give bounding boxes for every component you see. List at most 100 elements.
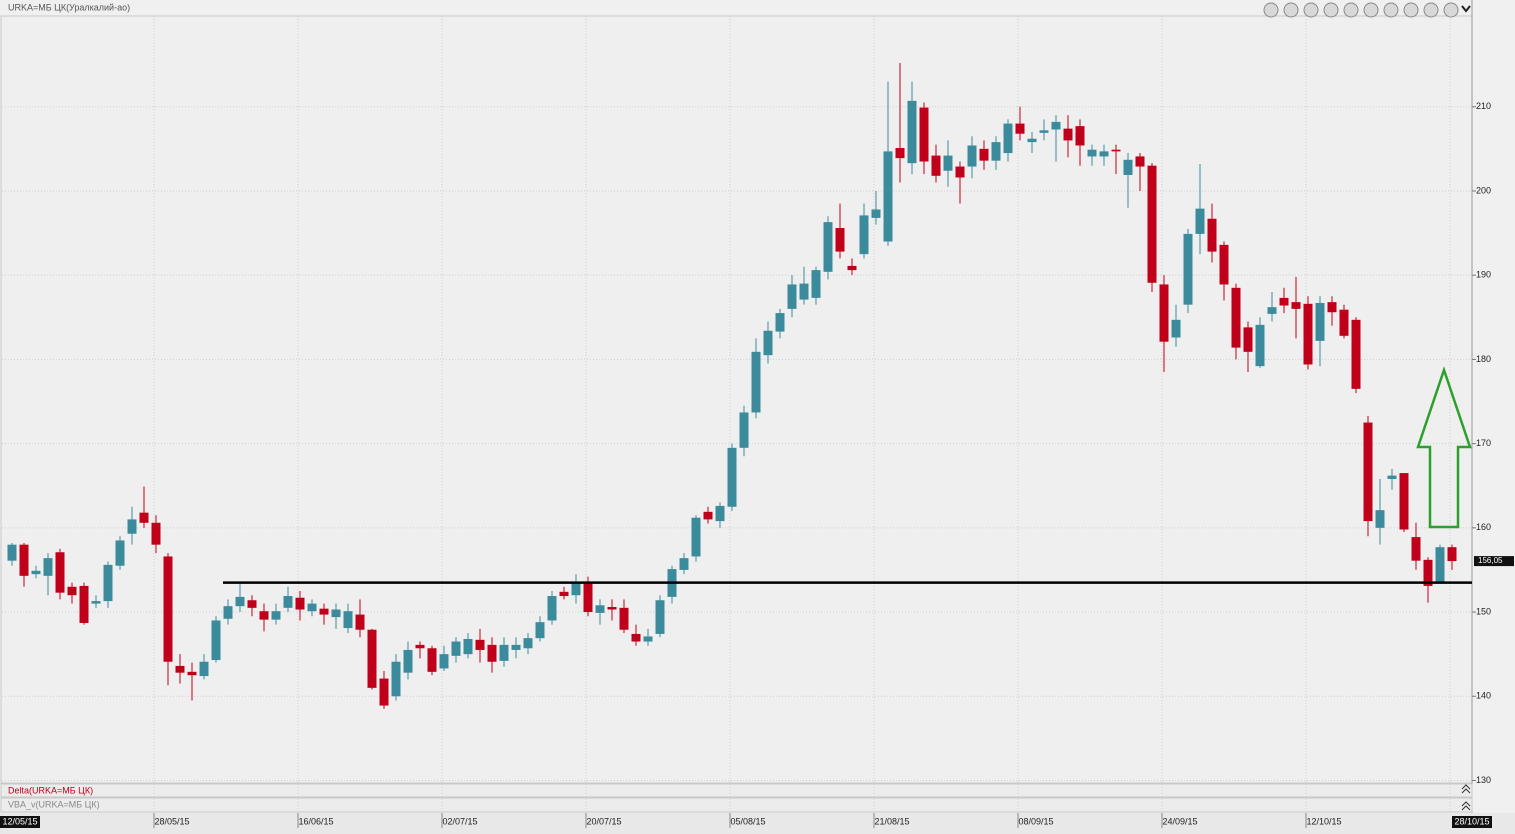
y-tick-label: 150 [1476, 606, 1491, 616]
candle-body [823, 222, 833, 272]
x-axis-bar [0, 813, 1515, 834]
candle-body [535, 622, 545, 639]
candle-body [1375, 510, 1385, 528]
candle-body [439, 654, 449, 669]
candle-body [775, 313, 785, 332]
y-tick-label: 170 [1476, 438, 1491, 448]
panel-toggle[interactable] [1461, 801, 1471, 811]
candle-body [415, 644, 425, 649]
candle-body [1219, 244, 1229, 285]
x-tick-label: 08/09/15 [1018, 816, 1053, 826]
y-tick-label: 200 [1476, 185, 1491, 195]
candle-body [919, 107, 929, 162]
candle-body [1303, 303, 1313, 365]
candle-body [787, 284, 797, 309]
toolbar-button[interactable] [1363, 2, 1379, 18]
toolbar-button[interactable] [1423, 2, 1439, 18]
candle-body [1267, 307, 1277, 314]
candle-body [703, 511, 713, 520]
candle-body [331, 609, 341, 618]
toolbar-button[interactable] [1383, 2, 1399, 18]
candle-body [31, 570, 41, 575]
candle-body [715, 505, 725, 522]
panel-label: Delta(URKA=МБ ЦК) [8, 785, 93, 795]
candle-body [847, 265, 857, 271]
x-tick-label: 20/07/15 [586, 816, 621, 826]
candle-body [1075, 126, 1085, 146]
candle-body [307, 603, 317, 612]
candle-body [907, 100, 917, 164]
candle-body [1039, 130, 1049, 133]
candle-body [379, 678, 389, 706]
candle-body [943, 155, 953, 171]
candle-body [727, 447, 737, 507]
candle-body [511, 644, 521, 650]
candle-body [631, 633, 641, 642]
candle-body [211, 620, 221, 661]
arrow-annotation [1416, 366, 1472, 529]
candle-body [295, 597, 305, 610]
candle-body [1315, 302, 1325, 341]
panel [0, 783, 1473, 798]
x-tick-label: 24/09/15 [1162, 816, 1197, 826]
x-tick-label: 12/05/15 [2, 816, 37, 826]
candle-body [691, 517, 701, 557]
candle-body [343, 611, 353, 629]
toolbar-button[interactable] [1323, 2, 1339, 18]
candle-body [1423, 559, 1433, 586]
candle-body [571, 582, 581, 596]
x-tick-label: 28/10/15 [1454, 816, 1489, 826]
candle-body [811, 270, 821, 298]
candle-body [187, 671, 197, 676]
candle-body [127, 519, 137, 534]
y-tick-label: 180 [1476, 354, 1491, 364]
candle-body [403, 649, 413, 673]
toolbar-button[interactable] [1403, 2, 1419, 18]
toolbar-button[interactable] [1303, 2, 1319, 18]
candle-body [1003, 123, 1013, 154]
candle-body [547, 596, 557, 621]
candle-body [163, 556, 173, 662]
x-label-box [0, 816, 40, 828]
candle-body [1399, 473, 1409, 530]
candle-body [751, 351, 761, 413]
candle-body [931, 155, 941, 176]
x-tick-label: 12/10/15 [1306, 816, 1341, 826]
toolbar-button[interactable] [1443, 2, 1459, 18]
x-tick-label: 21/08/15 [874, 816, 909, 826]
candle-body [43, 558, 53, 576]
candle-body [391, 661, 401, 697]
candle-body [1147, 165, 1157, 283]
candle-body [619, 607, 629, 630]
candle-body [799, 283, 809, 300]
candle-body [1231, 287, 1241, 348]
candle-body [247, 600, 257, 608]
candle-body [151, 522, 161, 545]
toolbar-menu[interactable] [1461, 5, 1471, 13]
candle-body [1279, 297, 1289, 306]
candle-body [55, 552, 65, 593]
price-tag-label: 156,05 [1478, 556, 1503, 565]
candle-body [523, 638, 533, 649]
candle-body [1339, 309, 1349, 336]
candle-body [1207, 218, 1217, 252]
panel-toggle[interactable] [1461, 784, 1471, 794]
candle-body [79, 585, 89, 623]
candle-body [499, 644, 509, 661]
candle-body [1351, 319, 1361, 389]
candle-body [1183, 233, 1193, 305]
candle-body [487, 644, 497, 662]
toolbar-button[interactable] [1283, 2, 1299, 18]
candle-body [895, 148, 905, 159]
candle-body [259, 611, 269, 620]
chart-title: URKA=МБ ЦК(Уралкалий-ао) [8, 2, 130, 12]
toolbar-button[interactable] [1343, 2, 1359, 18]
candle-body [463, 638, 473, 655]
toolbar-button[interactable] [1263, 2, 1279, 18]
x-label-box [1452, 816, 1492, 828]
candle-body [1087, 149, 1097, 157]
candle-body [283, 596, 293, 608]
candle-body [1387, 475, 1397, 479]
